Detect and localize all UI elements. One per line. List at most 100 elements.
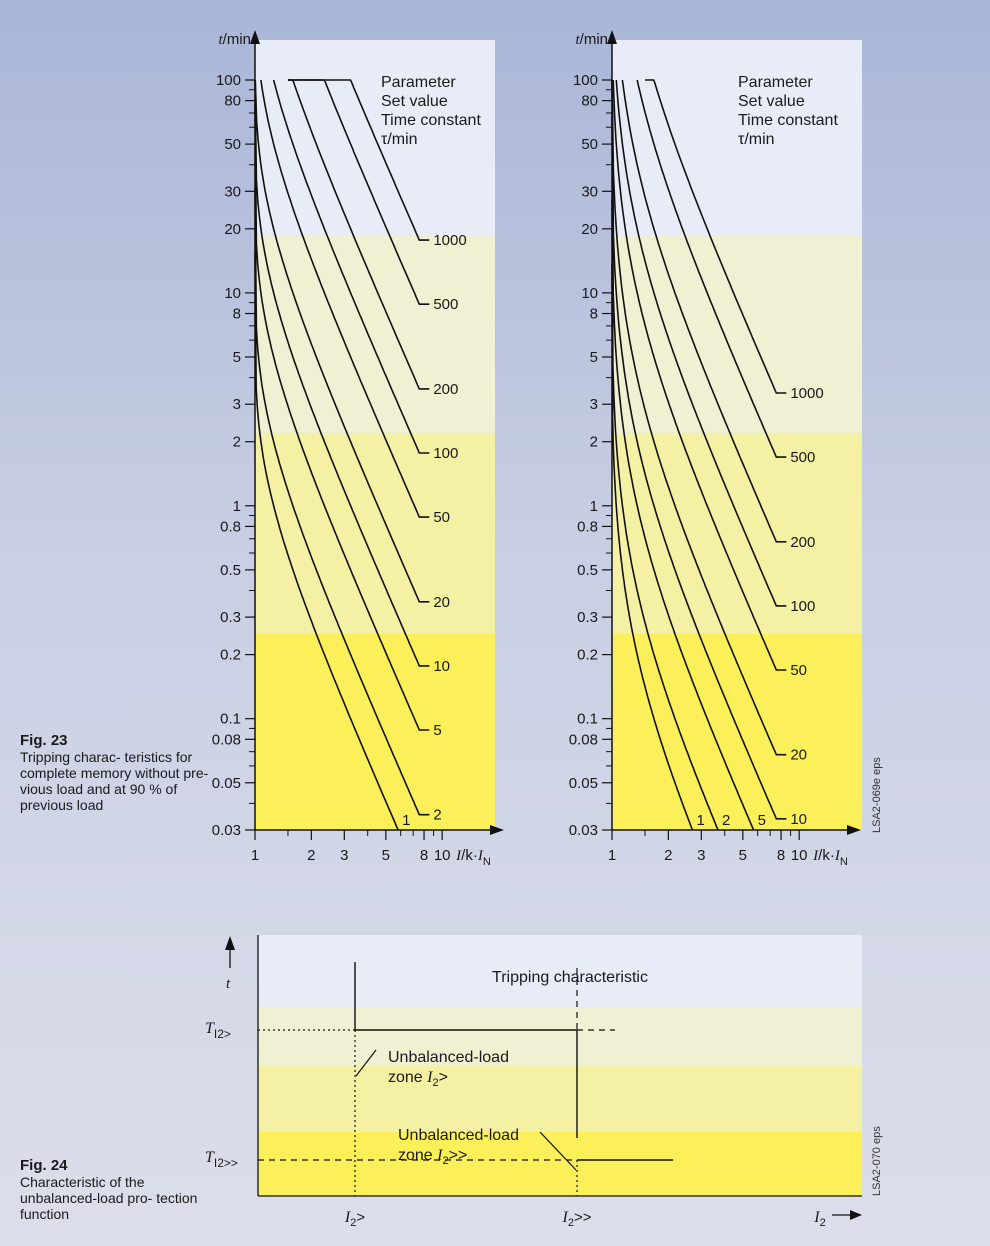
series-label: 2 <box>722 812 730 829</box>
series-label: 500 <box>790 449 815 466</box>
y-axis-title: t/min <box>575 31 608 48</box>
legend-line: Parameter <box>381 74 456 91</box>
chart-band <box>255 432 495 634</box>
legend-line: τ/min <box>381 131 418 148</box>
legend-line: Parameter <box>738 74 813 91</box>
y-tick-label: 5 <box>233 349 241 366</box>
series-label: 1000 <box>790 385 823 402</box>
x-axis-title: I/k·IN <box>812 847 848 868</box>
curve-fig23-left-tau-5 <box>254 103 430 731</box>
curve-fig23-right-tau-5 <box>611 114 755 831</box>
fig24-band <box>258 1066 862 1132</box>
series-label: 50 <box>433 509 450 526</box>
y-tick-label: 0.2 <box>577 647 598 664</box>
y-tick-label: 50 <box>581 136 598 153</box>
series-label: 20 <box>790 747 807 764</box>
y-tick-label: 50 <box>224 136 241 153</box>
chart-fig23-right: t/min 0.03 0.05 0.08 0.1 0.2 0.3 0.5 0.8 1 2 3 5 8 10 2… <box>569 30 862 868</box>
fig24-t-arrow-head <box>225 936 235 950</box>
x-tick-label: 1 <box>608 847 616 864</box>
series-label: 5 <box>433 722 441 739</box>
y-tick-label: 0.2 <box>220 647 241 664</box>
legend-line: Set value <box>381 93 448 110</box>
legend-line: Time constant <box>381 112 481 129</box>
curve-fig23-right-tau-1000 <box>645 79 787 394</box>
y-tick-label: 2 <box>233 434 241 451</box>
fig24-ylabel-t2g: TI2> <box>205 1020 231 1041</box>
fig23-text: Tripping charac- teristics for complete … <box>20 749 209 813</box>
y-tick-label: 30 <box>581 183 598 200</box>
chart-band <box>612 236 862 433</box>
series-label: 10 <box>433 658 450 675</box>
y-tick-label: 5 <box>590 349 598 366</box>
fig24-band <box>258 935 862 1008</box>
curve-fig23-right-tau-20 <box>611 79 787 756</box>
y-tick-label: 100 <box>216 72 241 89</box>
y-tick-label: 100 <box>573 72 598 89</box>
curve-fig23-right-tau-500 <box>636 79 787 458</box>
curve-fig23-right-tau-2 <box>611 199 719 831</box>
series-label: 50 <box>790 662 807 679</box>
y-tick-label: 10 <box>224 285 241 302</box>
y-tick-label: 80 <box>581 93 598 110</box>
fig24-pointer-1 <box>355 1049 377 1077</box>
curve-fig23-left-tau-1 <box>254 252 399 831</box>
y-tick-label: 8 <box>233 306 241 323</box>
y-tick-label: 0.3 <box>220 609 241 626</box>
legend-line: Time constant <box>738 112 838 129</box>
chart-band <box>255 236 495 433</box>
x-tick-label: 10 <box>791 847 808 864</box>
series-label: 100 <box>433 445 458 462</box>
y-tick-label: 80 <box>224 93 241 110</box>
y-tick-label: 2 <box>590 434 598 451</box>
y-axis-arrow <box>250 30 260 44</box>
fig24-x-arrow-head <box>850 1210 862 1220</box>
y-tick-label: 20 <box>224 221 241 238</box>
fig24-pointer-2 <box>539 1131 577 1171</box>
series-label: 500 <box>433 296 458 313</box>
series-label: 20 <box>433 594 450 611</box>
source-label: LSA2-069e eps <box>871 757 883 833</box>
fig24-text: Characteristic of the unbalanced-load pr… <box>20 1174 198 1222</box>
x-axis-title: I/k·IN <box>455 847 491 868</box>
x-tick-label: 1 <box>251 847 259 864</box>
chart-fig23-left: t/min 0.03 0.05 0.08 0.1 0.2 0.3 0.5 0.8 1 2 3 5 8 10 2… <box>212 30 883 868</box>
curve-fig23-right-tau-100 <box>615 79 787 607</box>
curve-fig23-left-tau-20 <box>254 79 430 603</box>
fig24-xlabel-i2: I2 <box>813 1209 825 1229</box>
fig24-annotation-zone2-line1: Unbalanced-load <box>398 1127 519 1144</box>
curve-fig23-left-tau-100 <box>272 79 430 454</box>
fig24-annotation-zone1-line2: zone I2> <box>388 1069 448 1089</box>
fig24-band <box>258 1008 862 1066</box>
y-tick-label: 10 <box>581 285 598 302</box>
fig24-char-upper <box>354 962 578 1138</box>
y-tick-label: 0.03 <box>212 822 241 839</box>
chart-band <box>612 432 862 634</box>
x-tick-label: 8 <box>777 847 785 864</box>
chart-band <box>612 40 862 237</box>
y-tick-label: 0.3 <box>577 609 598 626</box>
curve-fig23-left-tau-50 <box>260 79 430 518</box>
x-axis-arrow <box>490 825 504 835</box>
y-tick-label: 0.05 <box>212 775 241 792</box>
x-tick-label: 10 <box>434 847 451 864</box>
chart-band <box>255 633 495 830</box>
chart-fig24: t Tripping characteristic Unbalanced-load z… <box>205 935 883 1229</box>
y-tick-label: 0.8 <box>577 518 598 535</box>
x-tick-label: 2 <box>664 847 672 864</box>
fig24-annotation-zone2-line2: zone I2>> <box>398 1147 467 1167</box>
curve-fig23-right-tau-50 <box>612 79 787 671</box>
x-tick-label: 5 <box>739 847 747 864</box>
y-tick-label: 1 <box>590 498 598 515</box>
fig24-title: Tripping characteristic <box>492 969 648 986</box>
x-tick-label: 8 <box>420 847 428 864</box>
legend-line: τ/min <box>738 131 775 148</box>
series-label: 1 <box>696 812 704 829</box>
x-tick-label: 3 <box>697 847 705 864</box>
y-tick-label: 8 <box>590 306 598 323</box>
series-label: 10 <box>790 811 807 828</box>
fig24-source-label: LSA2-070 eps <box>871 1126 883 1196</box>
y-tick-label: 0.03 <box>569 822 598 839</box>
curve-fig23-left-tau-1000 <box>288 79 430 241</box>
